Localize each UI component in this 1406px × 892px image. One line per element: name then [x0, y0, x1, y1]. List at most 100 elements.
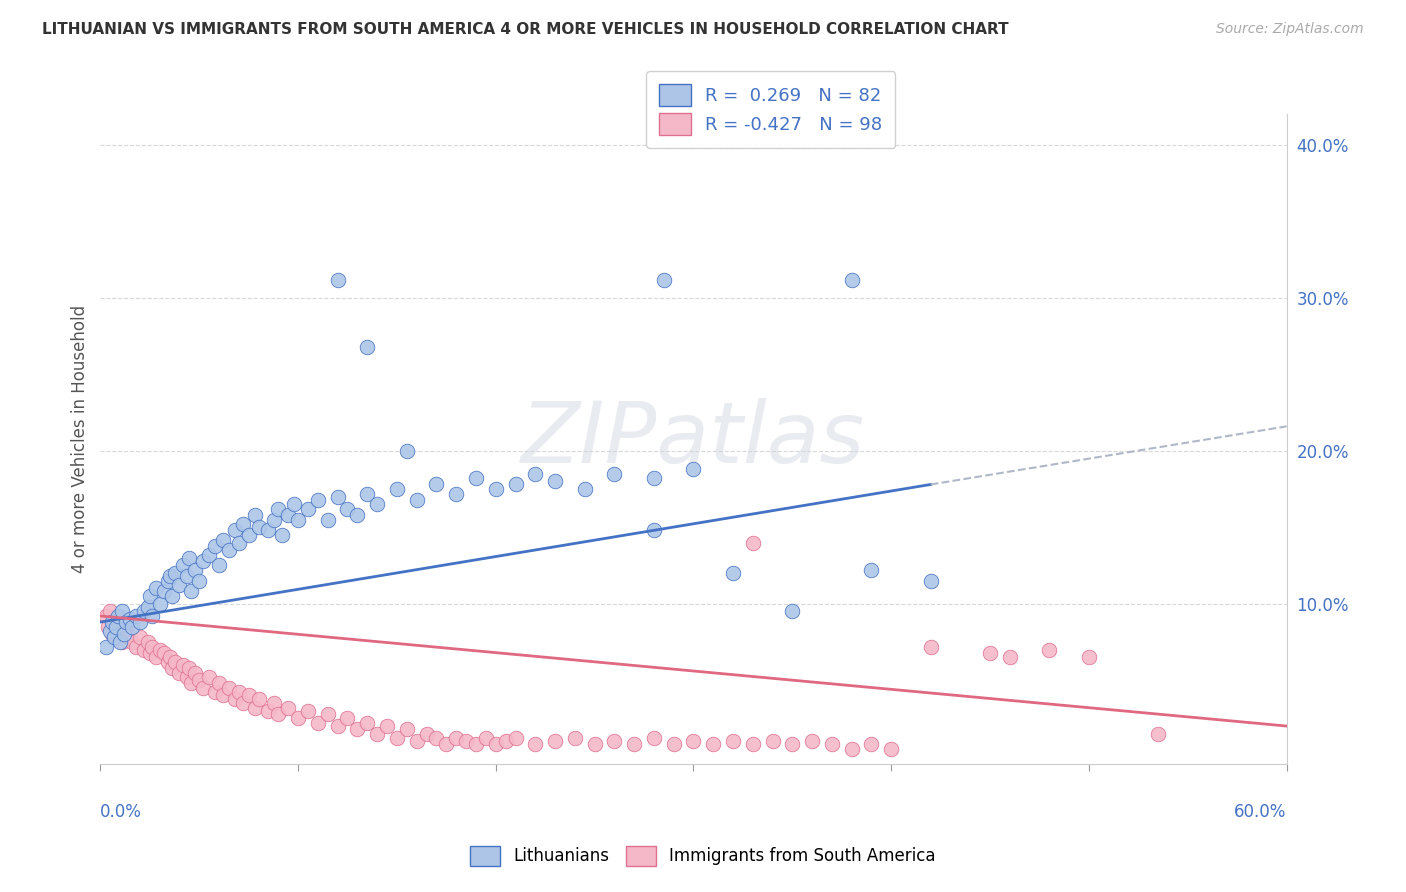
Point: [662, 738, 685, 752]
Point: [801, 734, 824, 748]
Point: [623, 738, 645, 752]
Point: [145, 650, 167, 665]
Point: [336, 502, 359, 516]
Point: [238, 689, 260, 703]
Point: [263, 513, 285, 527]
Point: [172, 558, 194, 573]
Point: [267, 502, 290, 516]
Point: [98, 604, 121, 618]
Point: [524, 738, 547, 752]
Point: [169, 665, 191, 680]
Point: [152, 646, 174, 660]
Point: [97, 620, 120, 634]
Point: [366, 497, 388, 511]
Point: [176, 670, 198, 684]
Point: [346, 508, 368, 522]
Point: [336, 711, 359, 725]
Point: [108, 612, 131, 626]
Point: [238, 528, 260, 542]
Point: [356, 486, 378, 500]
Point: [204, 685, 226, 699]
Point: [184, 563, 207, 577]
Point: [117, 631, 139, 645]
Point: [316, 513, 339, 527]
Point: [395, 722, 418, 736]
Point: [159, 650, 181, 665]
Point: [152, 584, 174, 599]
Y-axis label: 4 or more Vehicles in Household: 4 or more Vehicles in Household: [72, 305, 89, 574]
Point: [115, 624, 138, 639]
Point: [880, 742, 903, 756]
Point: [212, 533, 235, 547]
Point: [277, 508, 299, 522]
Point: [271, 528, 294, 542]
Point: [860, 563, 883, 577]
Point: [603, 734, 626, 748]
Point: [405, 734, 427, 748]
Legend: Lithuanians, Immigrants from South America: Lithuanians, Immigrants from South Ameri…: [457, 832, 949, 880]
Point: [107, 631, 129, 645]
Point: [228, 535, 250, 549]
Point: [385, 731, 408, 746]
Point: [198, 548, 221, 562]
Point: [179, 661, 201, 675]
Point: [326, 272, 349, 286]
Point: [603, 467, 626, 481]
Point: [191, 554, 214, 568]
Point: [159, 569, 181, 583]
Point: [761, 734, 783, 748]
Point: [682, 462, 704, 476]
Point: [643, 731, 665, 746]
Point: [267, 706, 290, 721]
Point: [495, 734, 517, 748]
Point: [180, 676, 202, 690]
Point: [485, 482, 508, 496]
Point: [218, 681, 240, 695]
Point: [544, 734, 567, 748]
Point: [165, 566, 187, 581]
Point: [224, 524, 246, 538]
Point: [169, 578, 191, 592]
Point: [465, 471, 488, 485]
Point: [465, 738, 488, 752]
Legend: R =  0.269   N = 82, R = -0.427   N = 98: R = 0.269 N = 82, R = -0.427 N = 98: [645, 71, 896, 148]
Point: [136, 635, 159, 649]
Point: [191, 681, 214, 695]
Point: [103, 631, 125, 645]
Point: [307, 492, 329, 507]
Point: [702, 738, 724, 752]
Point: [243, 700, 266, 714]
Point: [156, 655, 179, 669]
Point: [141, 609, 163, 624]
Point: [247, 691, 270, 706]
Text: ZIPatlas: ZIPatlas: [522, 398, 866, 481]
Point: [160, 661, 183, 675]
Text: LITHUANIAN VS IMMIGRANTS FROM SOUTH AMERICA 4 OR MORE VEHICLES IN HOUSEHOLD CORR: LITHUANIAN VS IMMIGRANTS FROM SOUTH AMER…: [42, 22, 1010, 37]
Point: [101, 615, 124, 629]
Point: [105, 624, 128, 639]
Point: [524, 467, 547, 481]
Point: [841, 742, 863, 756]
Point: [287, 711, 309, 725]
Point: [405, 492, 427, 507]
Text: 0.0%: 0.0%: [100, 804, 142, 822]
Point: [574, 482, 596, 496]
Point: [316, 706, 339, 721]
Point: [111, 604, 134, 618]
Point: [425, 731, 447, 746]
Point: [821, 738, 844, 752]
Point: [395, 443, 418, 458]
Text: 60.0%: 60.0%: [1234, 804, 1286, 822]
Point: [356, 716, 378, 731]
Text: Source: ZipAtlas.com: Source: ZipAtlas.com: [1216, 22, 1364, 37]
Point: [444, 731, 467, 746]
Point: [160, 589, 183, 603]
Point: [101, 627, 124, 641]
Point: [425, 477, 447, 491]
Point: [920, 640, 942, 654]
Point: [108, 635, 131, 649]
Point: [121, 620, 143, 634]
Point: [115, 615, 138, 629]
Point: [643, 471, 665, 485]
Point: [139, 589, 162, 603]
